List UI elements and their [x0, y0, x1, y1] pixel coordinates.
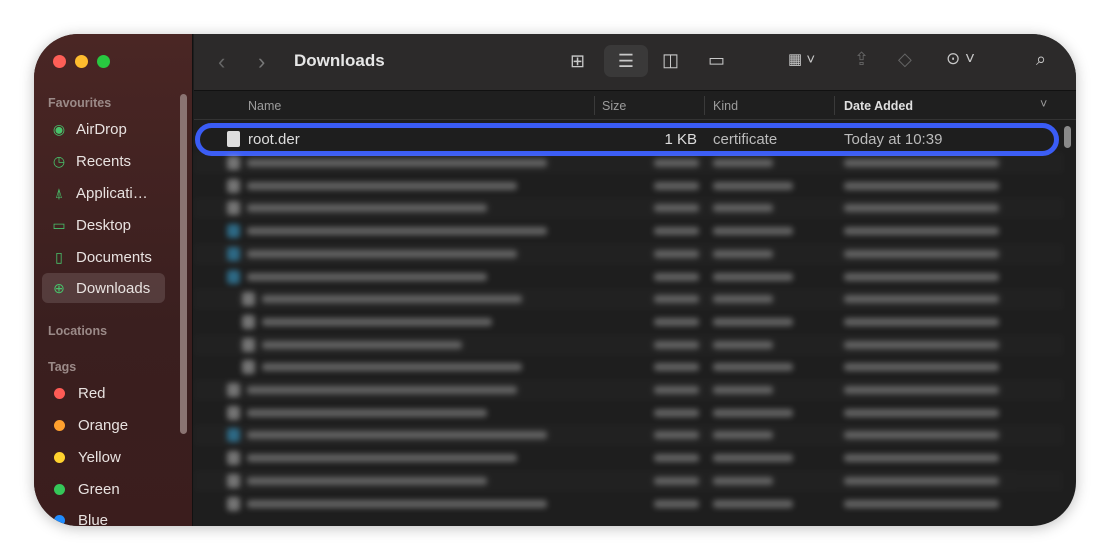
document-icon: ▯ — [55, 248, 63, 265]
sidebar: Favourites ◉ AirDrop ◷ Recents ⍋ Applicati…… — [34, 34, 193, 526]
sort-chevron-icon[interactable]: ˅ — [1040, 97, 1048, 111]
sidebar-scrollbar[interactable] — [180, 94, 187, 434]
list-view-button[interactable]: ☰ — [604, 45, 648, 77]
file-date: Today at 10:39 — [844, 131, 943, 148]
file-list-scrollbar[interactable] — [1064, 126, 1071, 148]
selection-highlight — [195, 123, 1059, 156]
column-view-button[interactable]: ◫ — [662, 50, 680, 70]
more-actions-button[interactable]: ⊙ ˅ — [946, 49, 975, 68]
sidebar-item-downloads[interactable]: ⊕ Downloads — [42, 273, 165, 303]
close-button[interactable] — [53, 55, 66, 68]
sidebar-item-label: Documents — [76, 248, 152, 266]
certificate-file-icon — [227, 131, 240, 147]
green-dot-icon — [54, 483, 65, 495]
favourites-heading: Favourites — [48, 96, 112, 110]
zoom-button[interactable] — [97, 55, 110, 68]
window-controls — [53, 55, 110, 68]
toolbar: ‹ › Downloads ⊞ ☰ ◫ ▭ ▦ ˅ ⇪ ◇ ⊙ ˅ ⌕ — [194, 34, 1076, 91]
tag-label: Blue — [78, 511, 109, 527]
blurred-row — [194, 447, 1064, 469]
blue-dot-icon — [54, 514, 65, 526]
blurred-row — [194, 402, 1064, 424]
blurred-row — [194, 379, 1064, 401]
column-header: Name Size Kind Date Added ˅ — [194, 91, 1076, 120]
blurred-row — [194, 197, 1064, 219]
applications-icon: ⍋ — [54, 184, 64, 201]
back-button[interactable]: ‹ — [218, 49, 226, 74]
sidebar-item-label: Desktop — [76, 216, 132, 234]
sidebar-item-documents[interactable]: ▯ Documents — [42, 242, 165, 272]
download-icon: ⊕ — [53, 279, 65, 296]
sidebar-item-airdrop[interactable]: ◉ AirDrop — [42, 114, 165, 144]
tag-orange[interactable]: Orange — [42, 410, 165, 440]
column-size[interactable]: Size — [602, 99, 627, 113]
airdrop-icon: ◉ — [52, 120, 66, 137]
group-by-button[interactable]: ▦ ˅ — [788, 51, 816, 68]
yellow-dot-icon — [54, 451, 65, 463]
sidebar-item-label: Applicati… — [76, 184, 148, 202]
blurred-row — [194, 175, 1064, 197]
file-kind: certificate — [713, 131, 778, 148]
finder-window: Favourites ◉ AirDrop ◷ Recents ⍋ Applicati…… — [34, 34, 1076, 526]
tag-label: Green — [78, 480, 120, 498]
sidebar-item-label: Downloads — [76, 279, 151, 297]
blurred-row — [194, 220, 1064, 242]
blurred-row — [194, 288, 1064, 310]
column-name[interactable]: Name — [248, 99, 282, 113]
blurred-row — [194, 470, 1064, 492]
tag-button[interactable]: ◇ — [898, 49, 912, 69]
blurred-row — [194, 334, 1064, 356]
blurred-row — [194, 424, 1064, 446]
tag-red[interactable]: Red — [42, 378, 165, 408]
forward-button[interactable]: › — [258, 49, 266, 74]
blurred-row — [194, 266, 1064, 288]
tag-yellow[interactable]: Yellow — [42, 442, 165, 472]
blurred-row — [194, 493, 1064, 515]
sidebar-item-label: Recents — [76, 152, 132, 170]
share-button[interactable]: ⇪ — [854, 49, 870, 69]
sidebar-item-recents[interactable]: ◷ Recents — [42, 146, 165, 176]
clock-icon: ◷ — [52, 152, 66, 169]
orange-dot-icon — [54, 419, 65, 431]
tag-label: Red — [78, 384, 106, 402]
sidebar-item-desktop[interactable]: ▭ Desktop — [42, 210, 165, 240]
locations-heading: Locations — [48, 324, 108, 338]
tag-blue[interactable]: Blue — [42, 505, 165, 526]
icon-view-button[interactable]: ⊞ — [570, 51, 586, 71]
red-dot-icon — [54, 387, 65, 399]
column-kind[interactable]: Kind — [713, 99, 739, 113]
tag-label: Orange — [78, 416, 129, 434]
minimize-button[interactable] — [75, 55, 88, 68]
desktop-icon: ▭ — [52, 216, 66, 233]
window-title: Downloads — [294, 51, 385, 70]
file-size: 1 KB — [664, 131, 697, 148]
tag-green[interactable]: Green — [42, 474, 165, 504]
file-row[interactable]: root.der 1 KB certificate Today at 10:39 — [194, 129, 1064, 151]
gallery-view-button[interactable]: ▭ — [708, 50, 726, 70]
sidebar-item-label: AirDrop — [76, 120, 127, 138]
blurred-row — [194, 356, 1064, 378]
tags-heading: Tags — [48, 360, 77, 374]
sidebar-item-applications[interactable]: ⍋ Applicati… — [42, 178, 165, 208]
column-date-added[interactable]: Date Added — [844, 99, 913, 113]
file-name: root.der — [248, 131, 300, 148]
tag-label: Yellow — [78, 448, 121, 466]
blurred-row — [194, 311, 1064, 333]
blurred-row — [194, 243, 1064, 265]
blurred-row — [194, 152, 1064, 174]
search-button[interactable]: ⌕ — [1036, 49, 1047, 69]
